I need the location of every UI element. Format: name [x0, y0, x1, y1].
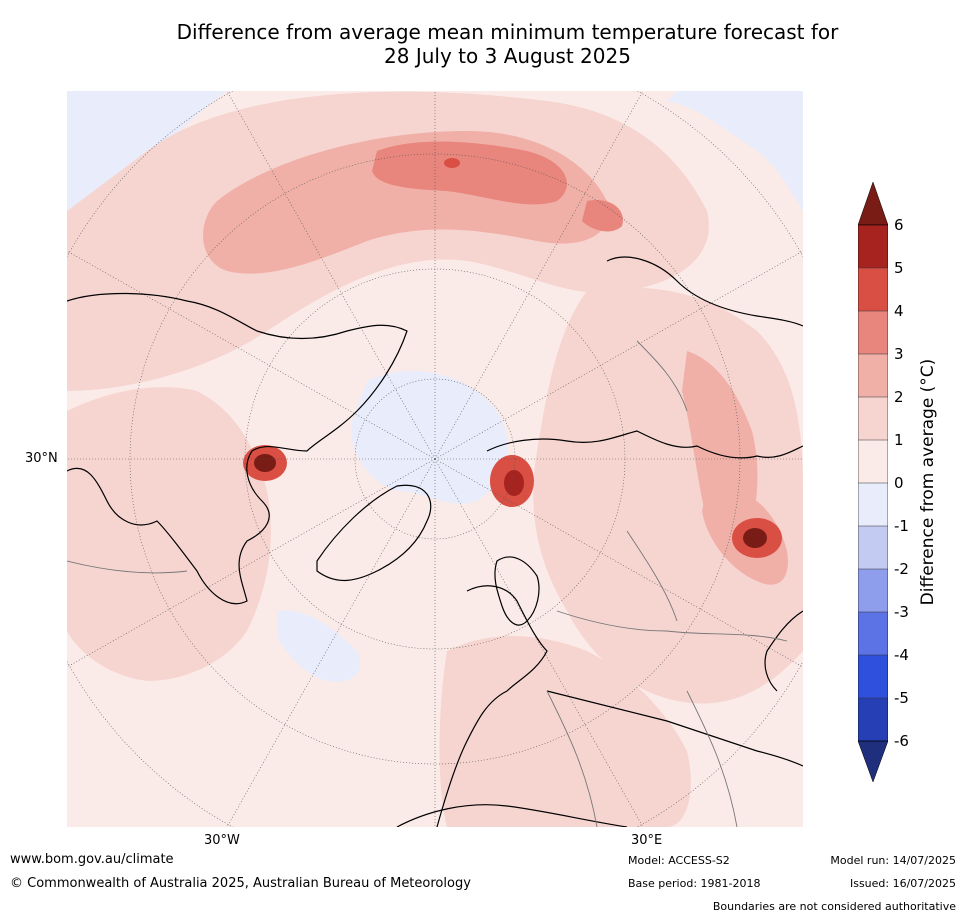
lat-label-30n: 30°N	[25, 451, 58, 466]
temperature-anomaly-map	[67, 91, 803, 827]
colorbar-bin-5-6	[858, 225, 888, 268]
colorbar-bin-1-2	[858, 397, 888, 440]
footer-disclaimer: Boundaries are not considered authoritat…	[712, 900, 956, 913]
colorbar-bin-4-5	[858, 268, 888, 311]
colorbar-tick-label: -1	[894, 517, 909, 535]
lon-label-30w: 30°W	[204, 833, 240, 848]
cool-region-arctic	[351, 371, 508, 504]
coast-east-asia	[606, 256, 803, 327]
hotspot-hudson-core	[254, 454, 276, 472]
colorbar-tick-label: 1	[894, 431, 904, 449]
colorbar-bin-3-4	[858, 311, 888, 354]
title-line-2: 28 July to 3 August 2025	[384, 44, 631, 68]
colorbar-tick-label: -2	[894, 560, 909, 578]
colorbar-tick-label: 4	[894, 302, 904, 320]
colorbar-label: Difference from average (°C)	[918, 358, 938, 606]
footer-copyright: © Commonwealth of Australia 2025, Austra…	[10, 876, 471, 891]
coast-mediterranean	[546, 690, 803, 767]
colorbar-tick-label: -4	[894, 646, 909, 664]
colorbar-bin-neg5-neg4	[858, 655, 888, 698]
hotspot-taymyr-core	[504, 470, 524, 496]
cool-region-atlantic	[277, 610, 361, 682]
colorbar-tick-label: 0	[894, 474, 904, 492]
coast-japan	[764, 610, 803, 692]
coast-europe	[436, 585, 548, 827]
colorbar-bin-neg3-neg2	[858, 569, 888, 612]
warm-region-europe	[439, 636, 691, 827]
colorbar-tick-label: 2	[894, 388, 904, 406]
graticule	[67, 91, 803, 827]
warm-peak-kamchatka	[582, 200, 623, 232]
footer-base-period: Base period: 1981-2018	[628, 877, 761, 890]
cool-region-northeast	[667, 91, 803, 211]
country-borders	[67, 340, 788, 827]
footer-model: Model: ACCESS-S2	[628, 854, 730, 867]
colorbar-tick-label: -5	[894, 689, 909, 707]
colorbar-tick-label: 5	[894, 259, 904, 277]
footer-model-run: Model run: 14/07/2025	[830, 854, 956, 867]
lon-label-30e: 30°E	[631, 833, 663, 848]
colorbar-tick-label: 3	[894, 345, 904, 363]
hotspot-east-asia-core	[743, 528, 767, 548]
colorbar-bin-neg4-neg3	[858, 612, 888, 655]
colorbar-bin-2-3	[858, 354, 888, 397]
colorbar-bin-0-1	[858, 440, 888, 483]
coastlines	[67, 256, 803, 827]
coast-scandinavia	[494, 556, 540, 626]
footer-issued: Issued: 16/07/2025	[849, 877, 956, 890]
hotspot-pacific	[444, 158, 460, 168]
colorbar-over-arrow	[858, 182, 888, 226]
warm-region-asia	[533, 287, 803, 704]
coast-north-africa	[396, 804, 628, 827]
colorbar-bin-neg2-neg1	[858, 526, 888, 569]
coast-greenland	[316, 484, 432, 582]
colorbar-tick-label: -3	[894, 603, 909, 621]
footer-website: www.bom.gov.au/climate	[10, 852, 174, 867]
colorbar	[858, 182, 888, 782]
colorbar-under-arrow	[858, 740, 888, 782]
colorbar-bin-neg6-neg5	[858, 698, 888, 741]
coast-eurasia-north	[486, 430, 803, 459]
warm-peak-pacific	[372, 141, 567, 205]
coast-north-america	[67, 292, 408, 605]
colorbar-bin-neg1-0	[858, 483, 888, 526]
title-line-1: Difference from average mean minimum tem…	[176, 20, 839, 44]
colorbar-tick-label: -6	[894, 732, 909, 750]
colorbar-tick-label: 6	[894, 216, 904, 234]
map-title: Difference from average mean minimum tem…	[0, 20, 965, 68]
cool-region-northwest	[67, 91, 227, 261]
